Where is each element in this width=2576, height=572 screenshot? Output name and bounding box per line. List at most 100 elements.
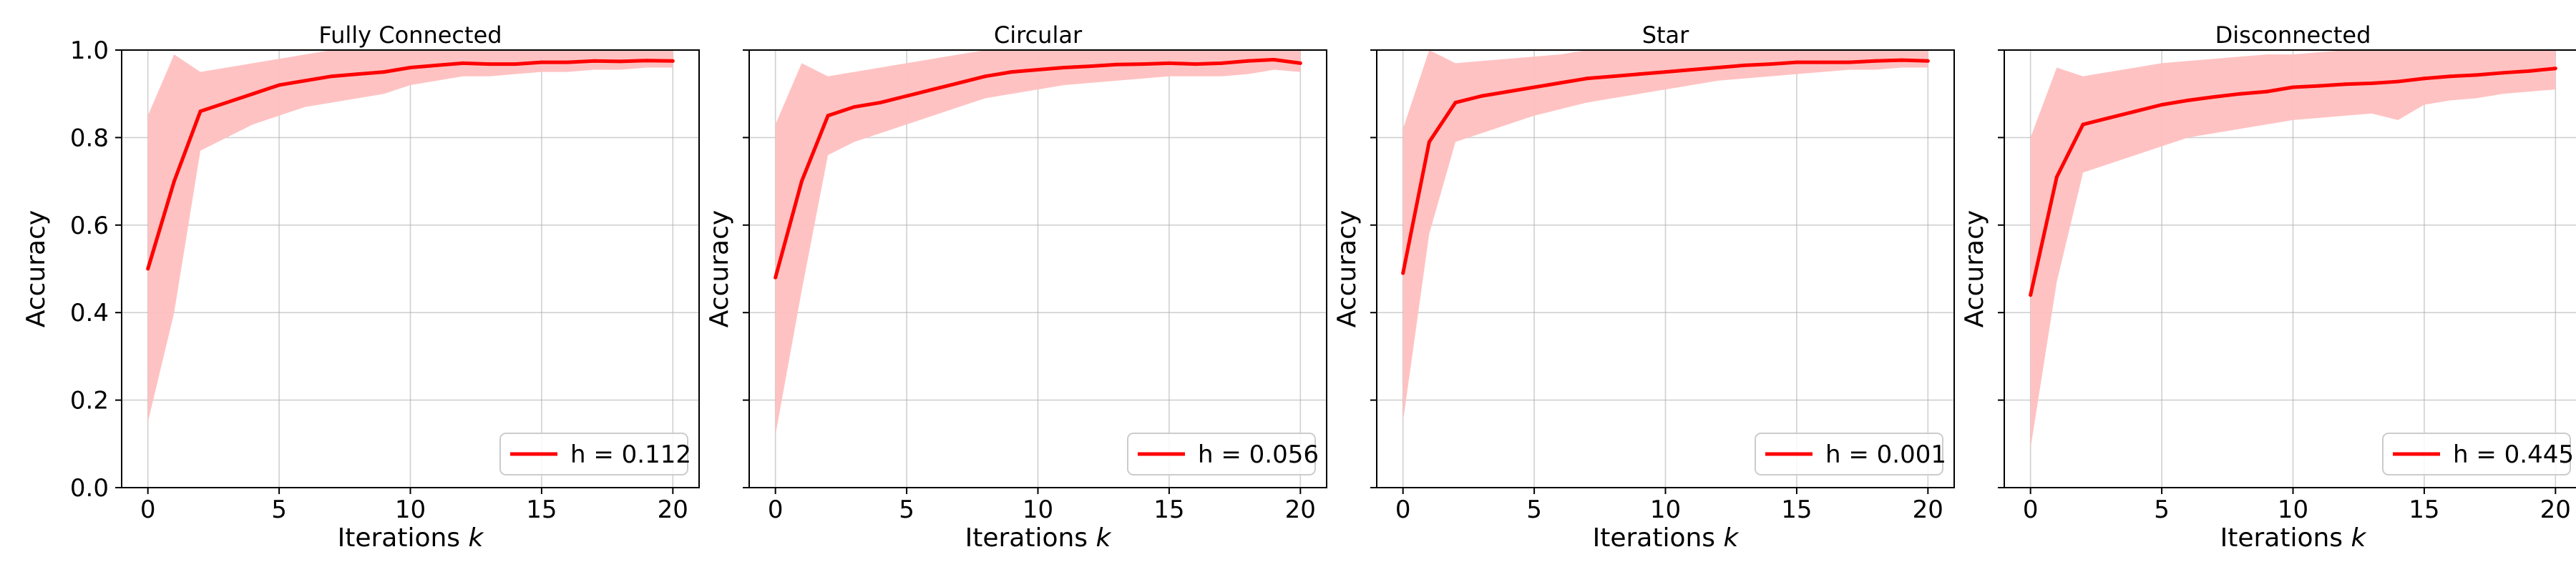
data-point <box>1115 62 1119 66</box>
data-point <box>1246 59 1250 63</box>
data-point <box>277 83 281 87</box>
x-tick-label: 5 <box>271 495 287 524</box>
data-point <box>1716 65 1720 69</box>
data-point <box>172 179 176 184</box>
x-tick-label: 15 <box>1153 495 1184 524</box>
legend-box <box>2382 433 2571 475</box>
data-point <box>513 62 517 66</box>
confidence-band <box>147 50 673 423</box>
x-tick-label: 15 <box>1781 495 1812 524</box>
data-point <box>2107 116 2112 120</box>
data-point <box>1847 60 1851 64</box>
x-tick-label: 5 <box>1526 495 1542 524</box>
x-axis-label-text: Iterations <box>338 523 460 553</box>
confidence-band <box>775 50 1301 435</box>
data-point <box>1062 65 1066 69</box>
x-axis-label-variable: k <box>469 523 485 553</box>
data-point <box>250 92 255 96</box>
data-point <box>1506 89 1510 94</box>
data-point <box>904 94 909 98</box>
data-point <box>2553 66 2557 71</box>
data-point <box>2449 74 2453 79</box>
legend-label: h = 0.445 <box>2453 440 2574 469</box>
panel-1: Circular h = 0.056 0 5 10 15 20 Iterations k Acc… <box>705 21 1327 553</box>
data-point <box>2291 85 2295 89</box>
data-point <box>2343 82 2348 87</box>
x-tick-label: 5 <box>2154 495 2170 524</box>
x-axis-label: Iterations k <box>1593 523 1740 553</box>
data-point <box>878 100 882 104</box>
x-tick-label: 0 <box>2023 495 2039 524</box>
panel-title: Fully Connected <box>318 21 502 49</box>
data-point <box>356 72 360 77</box>
data-point <box>1900 58 1904 62</box>
data-point <box>2527 69 2532 73</box>
y-tick-label: 0.0 <box>70 474 109 503</box>
data-point <box>461 61 465 65</box>
x-axis-label-text: Iterations <box>1593 523 1715 553</box>
x-axis-label-variable: k <box>1724 523 1740 553</box>
data-point <box>826 114 830 118</box>
data-point <box>1768 62 1772 66</box>
x-tick-label: 10 <box>2278 495 2308 524</box>
y-axis-label: Accuracy <box>1960 210 1989 327</box>
x-tick-label: 0 <box>1395 495 1411 524</box>
data-point <box>329 74 333 79</box>
data-point <box>1821 60 1825 64</box>
data-point <box>670 59 675 63</box>
data-point <box>1298 61 1302 65</box>
data-point <box>2238 92 2243 96</box>
y-tick-label: 0.2 <box>70 387 109 415</box>
data-point <box>2474 73 2479 77</box>
x-tick-label: 0 <box>140 495 156 524</box>
data-point <box>931 87 935 92</box>
data-point <box>1010 70 1014 74</box>
x-tick-label: 5 <box>899 495 914 524</box>
x-axis-label: Iterations k <box>338 523 485 553</box>
legend-box <box>1127 433 1316 475</box>
x-tick-label: 20 <box>1913 495 1943 524</box>
x-tick-label: 20 <box>1285 495 1316 524</box>
data-point <box>2186 98 2190 102</box>
data-point <box>303 79 308 83</box>
legend-label: h = 0.056 <box>1198 440 1319 469</box>
x-tick-label: 0 <box>768 495 784 524</box>
data-point <box>2422 77 2426 81</box>
data-point <box>2317 84 2321 88</box>
x-tick-label: 15 <box>526 495 557 524</box>
data-point <box>198 109 203 114</box>
data-point <box>2054 174 2059 179</box>
x-tick-label: 10 <box>1650 495 1681 524</box>
data-point <box>1272 57 1277 61</box>
data-point <box>1427 140 1431 144</box>
data-point <box>1141 62 1145 66</box>
data-point <box>2160 103 2164 107</box>
legend-box <box>499 433 688 475</box>
data-point <box>225 100 229 104</box>
x-axis-label-text: Iterations <box>2220 523 2343 553</box>
data-point <box>566 60 570 64</box>
data-point <box>2501 71 2505 75</box>
panel-title: Star <box>1642 21 1689 49</box>
x-axis-label: Iterations k <box>965 523 1113 553</box>
x-axis-label-variable: k <box>2351 523 2368 553</box>
panel-title: Disconnected <box>2215 21 2371 49</box>
data-point <box>1689 68 1694 72</box>
data-point <box>2081 122 2085 127</box>
panel-title: Circular <box>994 21 1083 49</box>
panel-2: Star h = 0.001 0 5 10 15 20 Iterations k Accurac… <box>1332 21 1955 553</box>
data-point <box>1194 62 1198 66</box>
x-axis-label-space <box>460 523 468 553</box>
y-axis-label: Accuracy <box>21 210 51 327</box>
data-point <box>852 105 857 109</box>
data-point <box>1480 94 1484 98</box>
data-point <box>1637 72 1641 77</box>
data-point <box>983 74 987 79</box>
data-point <box>382 70 386 74</box>
data-point <box>618 59 623 64</box>
confidence-band <box>2030 50 2556 448</box>
data-point <box>2265 89 2269 94</box>
data-point <box>409 65 412 69</box>
x-tick-label: 20 <box>2540 495 2571 524</box>
